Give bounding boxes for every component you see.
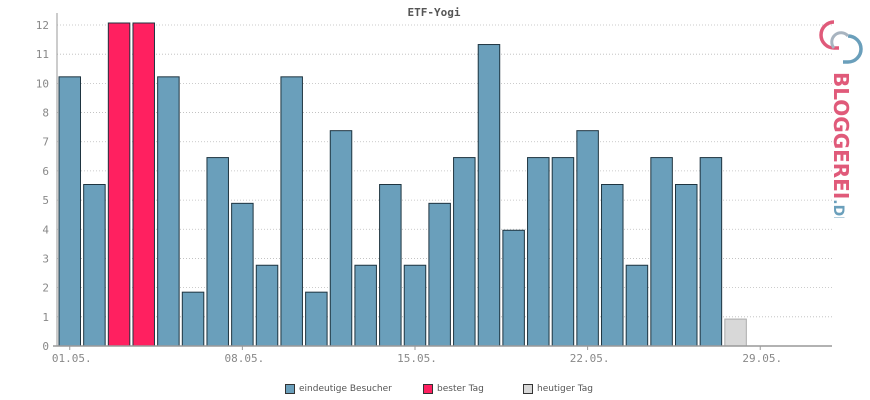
bar-day-17 (453, 157, 476, 347)
bar-day-12 (329, 130, 353, 347)
y-tick-label: 10 (36, 77, 49, 90)
y-tick-label: 4 (42, 223, 49, 236)
logo-text: BLOGGEREI.DE (829, 72, 853, 218)
bars (58, 22, 747, 347)
x-tick-label: 29.05. (742, 352, 782, 365)
bar-day-18 (477, 44, 501, 347)
bar-day-24 (625, 264, 649, 347)
legend-label-visitors: eindeutige Besucher (299, 384, 392, 394)
bar-day-5 (157, 76, 180, 347)
y-tick-label: 8 (42, 107, 49, 120)
bar-day-23 (601, 184, 624, 347)
bar-day-26 (675, 184, 698, 347)
y-tick-label: 11 (36, 48, 49, 61)
bar-day-9 (255, 264, 279, 347)
bar-day-14 (379, 184, 402, 347)
bar-day-4 (132, 22, 155, 347)
x-tick-label: 15.05. (397, 352, 437, 365)
bar-day-25 (650, 157, 673, 347)
x-tick-label: 01.05. (52, 352, 92, 365)
bar-day-11 (305, 291, 328, 347)
y-tick-label: 6 (42, 165, 49, 178)
legend-label-today: heutiger Tag (537, 384, 594, 394)
legend-item-best-day: bester Tag (423, 384, 484, 394)
bar-day-8 (231, 202, 254, 347)
y-tick-label: 2 (42, 282, 49, 295)
bloggerei-logo: BLOGGEREI.DE (819, 20, 863, 218)
legend-label-best-day: bester Tag (437, 384, 484, 394)
bar-day-13 (354, 264, 377, 347)
chart-title: ETF-Yogi (408, 6, 461, 19)
bar-day-19 (502, 229, 525, 347)
y-tick-label: 7 (42, 136, 49, 149)
legend-swatch-best-day (423, 384, 433, 394)
y-tick-label: 1 (42, 311, 49, 324)
bar-day-16 (428, 202, 451, 347)
legend: eindeutige Besucher bester Tag heutiger … (0, 384, 870, 398)
bar-day-21 (551, 157, 575, 347)
y-tick-label: 3 (42, 252, 49, 265)
legend-item-today: heutiger Tag (523, 384, 593, 394)
grid (57, 24, 832, 318)
bar-day-6 (181, 291, 205, 347)
bar-day-28 (724, 318, 747, 347)
bar-day-1 (58, 76, 81, 347)
y-tick-label: 0 (42, 340, 49, 353)
bar-day-2 (83, 184, 106, 347)
bar-day-10 (280, 76, 303, 347)
bar-day-27 (699, 157, 723, 347)
bar-day-15 (403, 264, 427, 347)
bar-day-22 (576, 130, 599, 347)
bar-day-7 (206, 157, 229, 347)
legend-swatch-visitors (285, 384, 295, 394)
x-tick-label: 08.05. (224, 352, 264, 365)
bloggerei-logo-icon (819, 20, 863, 64)
legend-item-visitors: eindeutige Besucher (285, 384, 392, 394)
bar-day-20 (527, 157, 550, 347)
y-tick-label: 5 (42, 194, 49, 207)
x-tick-label: 22.05. (570, 352, 610, 365)
legend-swatch-today (523, 384, 533, 394)
y-tick-label: 12 (36, 19, 49, 32)
bar-day-3 (107, 22, 131, 347)
